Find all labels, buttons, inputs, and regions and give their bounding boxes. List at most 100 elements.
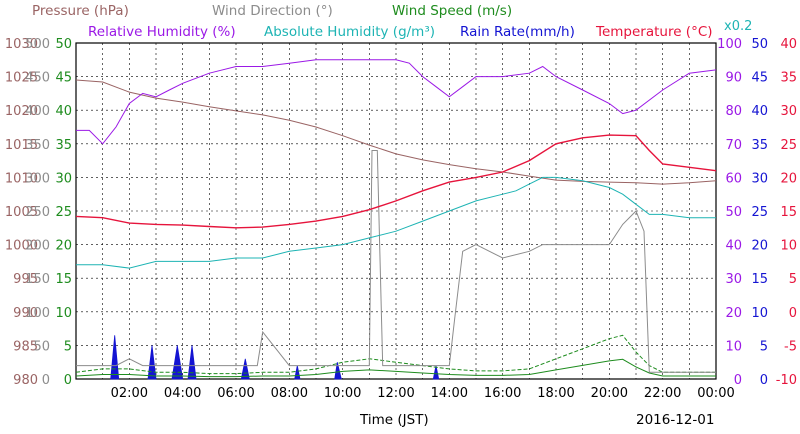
tick-label-rh: 30	[725, 272, 742, 287]
tick-label-rh: 100	[717, 37, 742, 52]
tick-label-pressure: 1030	[5, 37, 38, 52]
tick-label-wind-speed: 30	[55, 171, 72, 186]
tick-label-rain: 15	[751, 272, 768, 287]
tick-label-wind-speed: 15	[55, 272, 72, 287]
tick-label-rain: 45	[751, 71, 768, 86]
tick-label-wind-dir: 0	[42, 373, 50, 388]
tick-label-wind-speed: 35	[55, 138, 72, 153]
tick-label-rh: 90	[725, 71, 742, 86]
x-tick-label: 00:00	[697, 386, 734, 401]
tick-label-pressure: 1025	[5, 71, 38, 86]
tick-label-rh: 10	[725, 339, 742, 354]
tick-label-rain: 5	[760, 339, 768, 354]
tick-label-temp: 20	[780, 171, 797, 186]
tick-label-rh: 0	[734, 373, 742, 388]
series-line-temp	[75, 134, 717, 229]
x-tick-label: 16:00	[484, 386, 521, 401]
tick-label-wind-dir: 350	[25, 138, 50, 153]
tick-label-temp: 25	[780, 138, 797, 153]
tick-label-rh: 20	[725, 306, 742, 321]
tick-label-rh: 50	[725, 205, 742, 220]
series-line-abs-hum	[76, 176, 716, 269]
tick-label-wind-speed: 5	[64, 339, 72, 354]
tick-labels: 9809859909951000100510101015102010251030…	[5, 37, 797, 401]
tick-label-wind-speed: 10	[55, 306, 72, 321]
x-tick-label: 20:00	[591, 386, 628, 401]
x-tick-label: 04:00	[164, 386, 201, 401]
tick-label-rain: 50	[751, 37, 768, 52]
tick-label-rain: 20	[751, 239, 768, 254]
tick-label-wind-dir: 300	[25, 171, 50, 186]
tick-label-wind-dir: 400	[25, 104, 50, 119]
tick-label-rain: 30	[751, 171, 768, 186]
tick-label-temp: 0	[789, 306, 797, 321]
legend-rain-rate: Rain Rate(mm/h)	[460, 24, 575, 40]
tick-label-temp: 30	[780, 104, 797, 119]
tick-label-pressure: 1015	[5, 138, 38, 153]
tick-label-wind-dir: 450	[25, 71, 50, 86]
x-tick-label: 22:00	[644, 386, 681, 401]
tick-label-pressure: 985	[13, 339, 38, 354]
x-tick-label: 08:00	[271, 386, 308, 401]
tick-label-pressure: 980	[13, 373, 38, 388]
tick-label-rain: 10	[751, 306, 768, 321]
x-axis-label: Time (JST)	[359, 412, 429, 428]
legend-wind-speed: Wind Speed (m/s)	[392, 3, 512, 19]
tick-label-rh: 40	[725, 239, 742, 254]
x-tick-label: 12:00	[377, 386, 414, 401]
series-line-rh	[76, 59, 717, 145]
x-tick-label: 14:00	[431, 386, 468, 401]
date-label: 2016-12-01	[636, 412, 714, 428]
legend-absolute-humidity: Absolute Humidity (g/m³)	[264, 24, 435, 40]
tick-label-pressure: 990	[13, 306, 38, 321]
tick-label-rh: 60	[725, 171, 742, 186]
legend-wind-direction: Wind Direction (°)	[212, 3, 333, 19]
x-tick-label: 10:00	[324, 386, 361, 401]
tick-label-wind-dir: 250	[25, 205, 50, 220]
tick-label-rain: 25	[751, 205, 768, 220]
tick-label-pressure: 1005	[5, 205, 38, 220]
tick-label-wind-speed: 25	[55, 205, 72, 220]
x-tick-label: 06:00	[217, 386, 254, 401]
grid-lines	[76, 43, 716, 379]
legend-temperature: Temperature (°C)	[595, 24, 713, 40]
tick-label-rain: 0	[760, 373, 768, 388]
tick-label-wind-speed: 0	[64, 373, 72, 388]
series-area-rain-rate	[110, 335, 440, 380]
tick-label-pressure: 995	[13, 272, 38, 287]
series-line-pressure	[75, 79, 717, 185]
tick-label-wind-dir: 200	[25, 239, 50, 254]
tick-label-wind-dir: 50	[33, 339, 50, 354]
tick-label-pressure: 1020	[5, 104, 38, 119]
tick-label-wind-dir: 500	[25, 37, 50, 52]
series-layer	[75, 59, 717, 380]
tick-label-temp: 15	[780, 205, 797, 220]
tick-label-wind-speed: 50	[55, 37, 72, 52]
tick-label-rain: 40	[751, 104, 768, 119]
legend-relative-humidity: Relative Humidity (%)	[88, 24, 236, 40]
x-tick-label: 02:00	[111, 386, 148, 401]
tick-label-wind-speed: 45	[55, 71, 72, 86]
tick-label-pressure: 1010	[5, 171, 38, 186]
x-tick-label: 18:00	[537, 386, 574, 401]
tick-label-pressure: 1000	[5, 239, 38, 254]
tick-label-wind-dir: 100	[25, 306, 50, 321]
tick-label-temp: 40	[780, 37, 797, 52]
abs-humidity-scale-note: x0.2	[724, 19, 752, 34]
tick-label-temp: 35	[780, 71, 797, 86]
tick-label-rh: 70	[725, 138, 742, 153]
tick-label-rh: 80	[725, 104, 742, 119]
tick-label-temp: 10	[780, 239, 797, 254]
tick-label-wind-dir: 150	[25, 272, 50, 287]
tick-label-temp: -10	[776, 373, 797, 388]
series-line-wind-dir	[76, 150, 716, 373]
tick-label-wind-speed: 40	[55, 104, 72, 119]
tick-label-rain: 35	[751, 138, 768, 153]
legend-pressure: Pressure (hPa)	[32, 3, 129, 19]
tick-label-temp: -5	[784, 339, 797, 354]
tick-label-temp: 5	[789, 272, 797, 287]
series-line-wind-speed-avg	[75, 358, 716, 378]
tick-label-wind-speed: 20	[55, 239, 72, 254]
